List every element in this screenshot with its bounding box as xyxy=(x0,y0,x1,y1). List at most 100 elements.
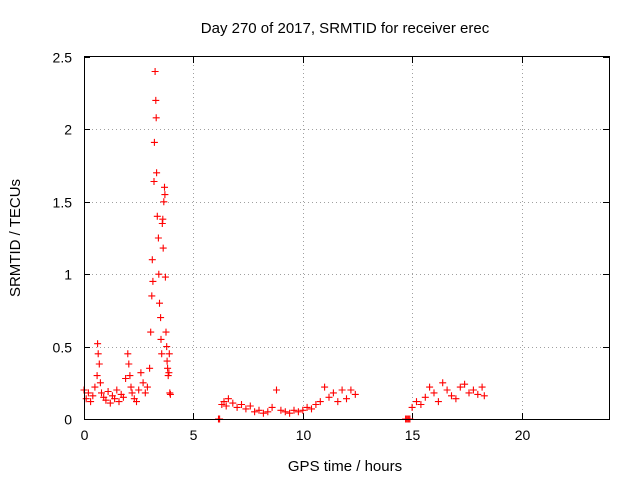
y-axis-label: SRMTID / TECUs xyxy=(7,179,24,297)
data-point xyxy=(478,383,486,391)
data-point xyxy=(91,383,99,391)
y-tick-label: 1 xyxy=(64,267,72,283)
data-point xyxy=(137,369,145,377)
data-point xyxy=(157,335,165,343)
data-point xyxy=(465,389,473,397)
data-point xyxy=(351,390,359,398)
tick-layer: 0 5 10 15 20 0 0.5 1 1.5 2 2.5 xyxy=(53,50,609,443)
data-point xyxy=(321,383,329,391)
data-point xyxy=(128,389,136,397)
data-point xyxy=(277,406,285,414)
data-point xyxy=(164,372,172,380)
data-point xyxy=(122,375,130,382)
x-tick-label: 10 xyxy=(296,427,312,443)
data-point xyxy=(281,408,289,416)
data-point xyxy=(286,409,294,417)
data-point xyxy=(417,401,425,408)
data-point xyxy=(143,383,151,391)
x-tick-label: 15 xyxy=(405,427,421,443)
data-point xyxy=(89,392,97,400)
data-point xyxy=(430,389,438,397)
data-point xyxy=(242,405,250,413)
data-point xyxy=(126,372,134,380)
y-tick-label: 1.5 xyxy=(53,195,73,211)
data-point xyxy=(229,399,237,407)
data-point xyxy=(149,277,157,285)
data-point xyxy=(164,364,172,372)
data-point xyxy=(290,406,298,414)
data-point xyxy=(160,198,168,206)
data-point xyxy=(148,256,156,264)
data-point xyxy=(159,215,167,223)
data-point xyxy=(408,403,416,411)
data-point xyxy=(94,350,102,358)
data-point xyxy=(421,393,429,401)
data-point xyxy=(434,398,442,406)
data-point xyxy=(165,369,173,377)
data-point xyxy=(153,169,161,177)
x-axis-label: GPS time / hours xyxy=(288,458,402,475)
data-point xyxy=(480,392,488,400)
data-point xyxy=(84,389,92,397)
points-layer xyxy=(80,68,488,423)
data-point xyxy=(474,390,482,398)
data-point xyxy=(469,386,477,394)
data-point xyxy=(87,398,95,406)
data-point xyxy=(220,398,228,406)
data-point xyxy=(82,395,90,403)
data-point xyxy=(146,364,154,372)
data-point xyxy=(259,409,267,417)
data-point xyxy=(113,386,121,394)
data-point xyxy=(115,398,123,406)
data-point xyxy=(151,68,159,75)
data-point xyxy=(150,178,158,185)
data-point xyxy=(439,379,447,387)
data-point xyxy=(338,386,346,394)
data-point xyxy=(159,244,167,252)
data-point xyxy=(155,270,163,278)
data-point xyxy=(426,383,434,391)
data-point xyxy=(329,389,337,397)
data-point xyxy=(299,406,307,414)
data-point xyxy=(325,393,333,401)
plot-frame xyxy=(84,56,610,420)
data-point xyxy=(127,383,135,391)
y-tick-label: 0.5 xyxy=(53,340,73,356)
data-point xyxy=(156,299,163,307)
data-point xyxy=(222,402,230,410)
data-point xyxy=(161,191,169,199)
data-point xyxy=(165,350,173,358)
data-point xyxy=(238,401,245,408)
data-point xyxy=(161,183,168,191)
data-point xyxy=(303,403,311,411)
data-point xyxy=(461,380,469,388)
data-point xyxy=(312,401,320,408)
data-point xyxy=(162,328,170,336)
data-point xyxy=(106,399,114,407)
data-point xyxy=(448,392,455,400)
data-point xyxy=(135,386,143,394)
y-tick-label: 0 xyxy=(64,412,72,428)
data-point xyxy=(104,388,112,395)
data-point xyxy=(294,408,302,416)
data-point xyxy=(93,372,101,380)
data-point xyxy=(111,395,119,403)
y-tick-label: 2.5 xyxy=(53,50,73,66)
data-point xyxy=(158,350,166,358)
data-point xyxy=(157,314,165,322)
data-point xyxy=(150,138,158,146)
data-point xyxy=(124,350,132,358)
x-tick-label: 20 xyxy=(515,427,531,443)
x-tick-label: 5 xyxy=(190,427,198,443)
y-tick-label: 2 xyxy=(64,122,72,138)
data-point xyxy=(413,398,420,406)
data-point xyxy=(98,389,105,397)
data-point xyxy=(147,328,155,336)
grid-layer xyxy=(84,57,609,419)
data-point xyxy=(246,402,254,410)
data-point xyxy=(154,234,162,242)
data-point xyxy=(102,396,110,404)
data-point xyxy=(343,395,350,403)
data-point xyxy=(166,390,174,398)
